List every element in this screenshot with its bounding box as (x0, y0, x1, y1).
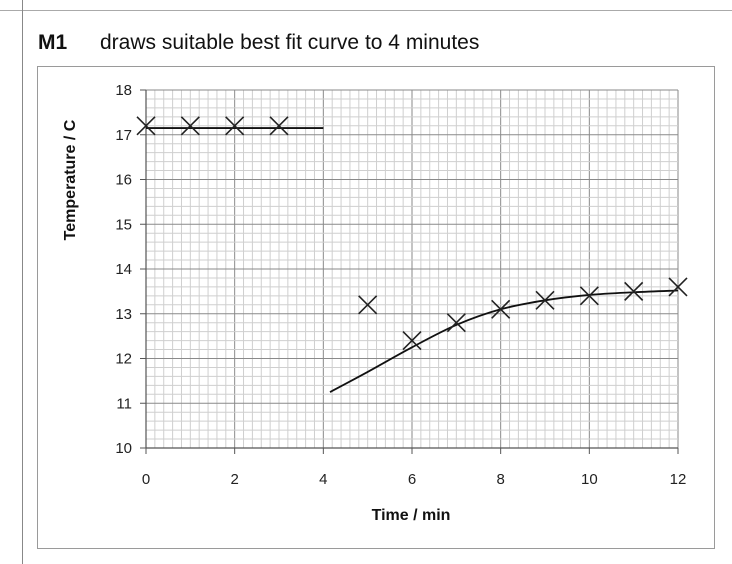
x-tick-label: 8 (496, 471, 504, 488)
data-point-marker (136, 116, 156, 136)
data-point-marker (579, 286, 599, 306)
marker-stroke (579, 286, 599, 306)
frame-left-border (22, 0, 23, 564)
data-point-marker (402, 331, 422, 351)
x-tick-label: 2 (230, 471, 238, 488)
x-tick-label: 10 (581, 471, 598, 488)
marker-stroke (402, 331, 422, 351)
mark-code: M1 (38, 31, 68, 54)
marker-stroke (269, 116, 289, 136)
data-point-marker (358, 295, 378, 315)
y-tick-label: 14 (115, 261, 132, 278)
marker-stroke (180, 116, 200, 136)
marker-stroke (446, 313, 466, 333)
data-point-marker (491, 299, 511, 319)
x-axis-label: Time / min (372, 507, 451, 524)
frame-top-border (0, 10, 732, 11)
mark-scheme-header: M1 draws suitable best fit curve to 4 min… (38, 31, 479, 55)
data-point-marker (225, 116, 245, 136)
x-tick-label: 12 (670, 471, 687, 488)
data-point-marker (668, 277, 688, 297)
marker-stroke (624, 281, 644, 301)
marker-stroke (491, 299, 511, 319)
x-tick-label: 4 (319, 471, 327, 488)
data-points (136, 116, 688, 351)
data-point-marker (269, 116, 289, 136)
marker-stroke (668, 277, 688, 297)
y-tick-label: 17 (115, 127, 132, 144)
data-point-marker (624, 281, 644, 301)
y-tick-label: 16 (115, 172, 132, 189)
chart-grid (145, 89, 679, 449)
x-tick-label: 0 (142, 471, 150, 488)
y-tick-label: 12 (115, 351, 132, 368)
chart-frame (37, 66, 715, 549)
marker-stroke (535, 290, 555, 310)
tick-labels: 10 11 12 13 14 15 16 17 18 0 2 4 6 8 10 12 (115, 82, 686, 488)
mark-description: draws suitable best fit curve to 4 minut… (100, 31, 480, 54)
data-point-marker (180, 116, 200, 136)
y-axis-label: Temperature / C (62, 119, 79, 240)
marker-stroke (136, 116, 156, 136)
marker-stroke (358, 295, 378, 315)
marker-stroke (225, 116, 245, 136)
data-point-marker (446, 313, 466, 333)
y-tick-label: 18 (115, 82, 132, 99)
data-point-marker (535, 290, 555, 310)
y-tick-label: 11 (116, 395, 132, 412)
y-tick-label: 13 (115, 306, 132, 323)
y-tick-label: 15 (115, 216, 132, 233)
y-tick-label: 10 (115, 440, 132, 457)
x-tick-label: 6 (408, 471, 416, 488)
